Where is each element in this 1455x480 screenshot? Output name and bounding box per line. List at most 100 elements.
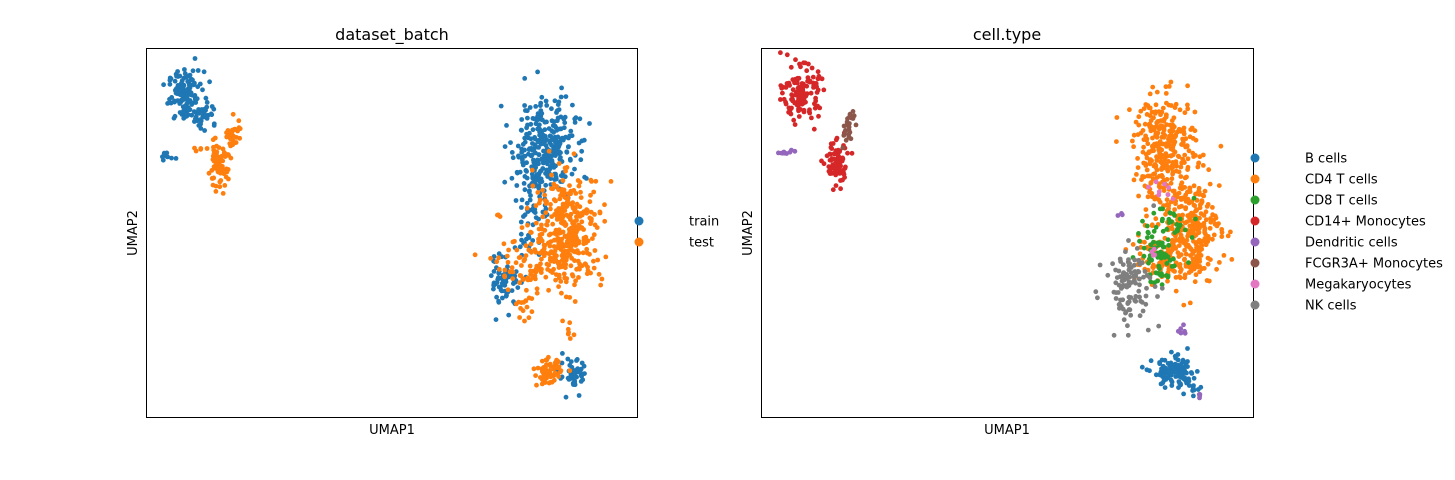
scatter-point — [1191, 229, 1196, 235]
scatter-point — [1201, 193, 1207, 199]
scatter-point — [1141, 106, 1147, 111]
scatter-point — [791, 117, 797, 123]
scatter-point — [561, 125, 567, 131]
scatter-point — [1159, 153, 1165, 158]
scatter-point — [1207, 225, 1213, 231]
scatter-point — [561, 271, 567, 277]
scatter-point — [500, 282, 506, 288]
scatter-point — [1176, 154, 1182, 160]
scatter-point — [1198, 253, 1204, 258]
scatter-point — [1179, 361, 1184, 366]
scatter-point — [1191, 202, 1197, 208]
scatter-point — [177, 101, 183, 106]
scatter-point — [809, 65, 815, 71]
scatter-point — [524, 205, 530, 211]
scatter-point — [203, 95, 209, 101]
scatter-point — [1136, 114, 1142, 120]
scatter-point — [1149, 249, 1155, 255]
scatter-point — [1175, 250, 1181, 256]
scatter-point — [1182, 275, 1188, 281]
scatter-point — [524, 131, 529, 137]
scatter-point — [180, 97, 186, 103]
scatter-point — [1135, 165, 1141, 171]
scatter-point — [542, 364, 548, 370]
scatter-point — [1144, 285, 1149, 291]
scatter-point — [808, 90, 814, 96]
scatter-point — [513, 260, 519, 266]
scatter-point — [517, 244, 523, 250]
legend-marker — [1250, 279, 1260, 289]
scatter-point — [591, 232, 597, 238]
scatter-point — [560, 351, 565, 356]
scatter-point — [1119, 278, 1125, 284]
legend-label: test — [689, 236, 714, 251]
scatter-point — [602, 218, 608, 224]
scatter-point — [554, 108, 560, 114]
scatter-point — [1167, 258, 1173, 263]
scatter-point — [1146, 184, 1151, 190]
scatter-point — [1161, 126, 1167, 132]
scatter-point — [533, 104, 539, 109]
scatter-point — [1176, 243, 1182, 249]
scatter-point — [165, 101, 171, 106]
scatter-point — [543, 98, 549, 104]
scatter-point — [1197, 269, 1202, 275]
scatter-point — [1161, 373, 1167, 379]
scatter-point — [167, 81, 173, 87]
scatter-point — [551, 197, 557, 203]
scatter-point — [1153, 372, 1159, 378]
scatter-point — [168, 100, 174, 106]
scatter-point — [535, 117, 540, 123]
scatter-point — [807, 107, 812, 113]
scatter-point — [581, 137, 587, 143]
scatter-point — [558, 279, 564, 284]
scatter-point — [548, 206, 553, 212]
scatter-point — [1115, 290, 1121, 295]
scatter-point — [173, 156, 179, 161]
scatter-point — [1218, 143, 1224, 149]
scatter-point — [572, 166, 577, 172]
legend-label: B cells — [1305, 152, 1347, 167]
scatter-point — [1185, 213, 1191, 219]
scatter-point — [1182, 257, 1187, 263]
scatter-point — [798, 86, 803, 92]
scatter-point — [555, 134, 561, 140]
scatter-point — [1197, 215, 1202, 221]
scatter-point — [189, 92, 195, 98]
scatter-point — [1186, 270, 1192, 275]
scatter-point — [564, 149, 570, 155]
scatter-point — [804, 68, 810, 74]
scatter-point — [576, 275, 581, 280]
scatter-point — [182, 104, 188, 109]
scatter-point — [543, 370, 549, 376]
scatter-point — [847, 114, 852, 120]
scatter-point — [175, 69, 181, 74]
scatter-point — [544, 137, 549, 142]
scatter-point — [579, 263, 585, 269]
scatter-point — [215, 169, 221, 174]
scatter-point — [1173, 237, 1179, 243]
scatter-point — [1125, 332, 1131, 338]
scatter-point — [189, 112, 195, 118]
scatter-point — [537, 197, 543, 203]
scatter-point — [1127, 307, 1133, 313]
scatter-point — [553, 174, 559, 180]
scatter-point — [554, 358, 560, 364]
scatter-point — [1144, 223, 1150, 229]
scatter-point — [1158, 159, 1164, 165]
scatter-point — [211, 164, 217, 170]
scatter-point — [1187, 265, 1193, 270]
scatter-point — [1148, 358, 1154, 364]
scatter-point — [587, 121, 592, 126]
scatter-point — [1175, 362, 1181, 368]
scatter-point — [556, 364, 562, 369]
scatter-point — [1193, 208, 1198, 214]
scatter-point — [233, 140, 239, 145]
scatter-point — [1147, 368, 1152, 374]
scatter-point — [1150, 252, 1156, 258]
scatter-point — [1177, 107, 1183, 113]
scatter-point — [844, 122, 849, 128]
scatter-point — [539, 222, 544, 228]
scatter-point — [519, 263, 524, 268]
scatter-point — [550, 221, 556, 227]
